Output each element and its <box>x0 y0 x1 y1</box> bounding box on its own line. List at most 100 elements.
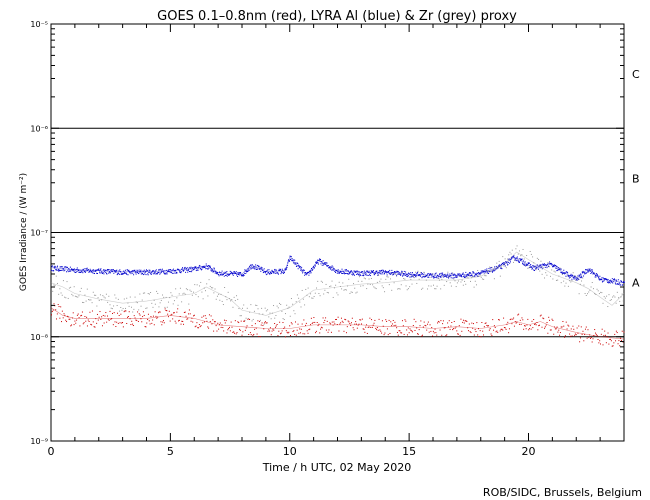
data-point <box>548 265 550 267</box>
data-point <box>321 327 323 329</box>
data-point <box>244 270 246 272</box>
data-point <box>461 279 463 281</box>
data-point <box>139 293 141 295</box>
data-point <box>262 269 264 271</box>
data-point <box>539 324 541 326</box>
data-point <box>602 344 604 346</box>
data-point <box>552 266 554 268</box>
data-point <box>300 332 302 334</box>
data-point <box>80 270 82 272</box>
data-point <box>565 321 567 323</box>
data-point <box>584 333 586 335</box>
data-point <box>233 273 235 275</box>
data-point <box>333 287 335 289</box>
data-point <box>594 276 596 278</box>
data-point <box>523 258 525 260</box>
data-point <box>73 324 75 326</box>
data-point <box>237 298 239 300</box>
data-point <box>381 332 383 334</box>
data-point <box>244 320 246 322</box>
data-point <box>264 307 266 309</box>
data-point <box>377 272 379 274</box>
data-point <box>230 271 232 273</box>
data-point <box>523 263 525 265</box>
data-point <box>325 283 327 285</box>
data-point <box>247 268 249 270</box>
data-point <box>474 280 476 282</box>
x-tick-label: 10 <box>283 445 297 458</box>
data-point <box>362 275 364 277</box>
data-point <box>572 272 574 274</box>
data-point <box>360 271 362 273</box>
data-point <box>555 267 557 269</box>
data-point <box>467 330 469 332</box>
data-point <box>370 326 372 328</box>
data-point <box>120 313 122 315</box>
data-point <box>418 329 420 331</box>
data-point <box>282 322 284 324</box>
data-point <box>483 272 485 274</box>
data-point <box>171 270 173 272</box>
data-point <box>122 326 124 328</box>
data-point <box>492 319 494 321</box>
data-point <box>355 271 357 273</box>
data-point <box>536 267 538 269</box>
data-point <box>237 271 239 273</box>
data-point <box>115 326 117 328</box>
data-point <box>338 330 340 332</box>
data-point <box>468 274 470 276</box>
data-point <box>620 296 622 298</box>
data-point <box>528 329 530 331</box>
data-point <box>74 320 76 322</box>
data-point <box>400 284 402 286</box>
data-point <box>108 295 110 297</box>
data-point <box>220 272 222 274</box>
data-point <box>125 307 127 309</box>
data-point <box>515 257 517 259</box>
data-point <box>286 266 288 268</box>
data-point <box>300 328 302 330</box>
data-point <box>172 272 174 274</box>
data-point <box>161 324 163 326</box>
data-point <box>518 250 520 252</box>
data-point <box>155 273 157 275</box>
data-point <box>109 271 111 273</box>
data-point <box>426 329 428 331</box>
data-point <box>218 324 220 326</box>
data-point <box>206 265 208 267</box>
data-point <box>56 318 58 320</box>
data-point <box>164 273 166 275</box>
data-point <box>433 277 435 279</box>
data-point <box>256 304 258 306</box>
data-point <box>528 267 530 269</box>
data-point <box>179 315 181 317</box>
data-point <box>524 265 526 267</box>
data-point <box>308 270 310 272</box>
data-point <box>99 272 101 274</box>
data-point <box>595 293 597 295</box>
data-point <box>326 291 328 293</box>
data-point <box>383 271 385 273</box>
data-point <box>98 268 100 270</box>
data-point <box>354 287 356 289</box>
data-point <box>353 283 355 285</box>
data-point <box>341 268 343 270</box>
data-point <box>393 282 395 284</box>
data-point <box>569 280 571 282</box>
data-point <box>548 316 550 318</box>
data-point <box>283 270 285 272</box>
data-point <box>244 269 246 271</box>
data-point <box>619 345 621 347</box>
data-point <box>563 269 565 271</box>
data-point <box>453 278 455 280</box>
data-point <box>371 271 373 273</box>
data-point <box>132 272 134 274</box>
data-point <box>344 269 346 271</box>
data-point <box>158 311 160 313</box>
data-point <box>356 270 358 272</box>
data-point <box>297 323 299 325</box>
data-point <box>333 268 335 270</box>
data-point <box>476 274 478 276</box>
data-point <box>424 274 426 276</box>
data-point <box>255 264 257 266</box>
